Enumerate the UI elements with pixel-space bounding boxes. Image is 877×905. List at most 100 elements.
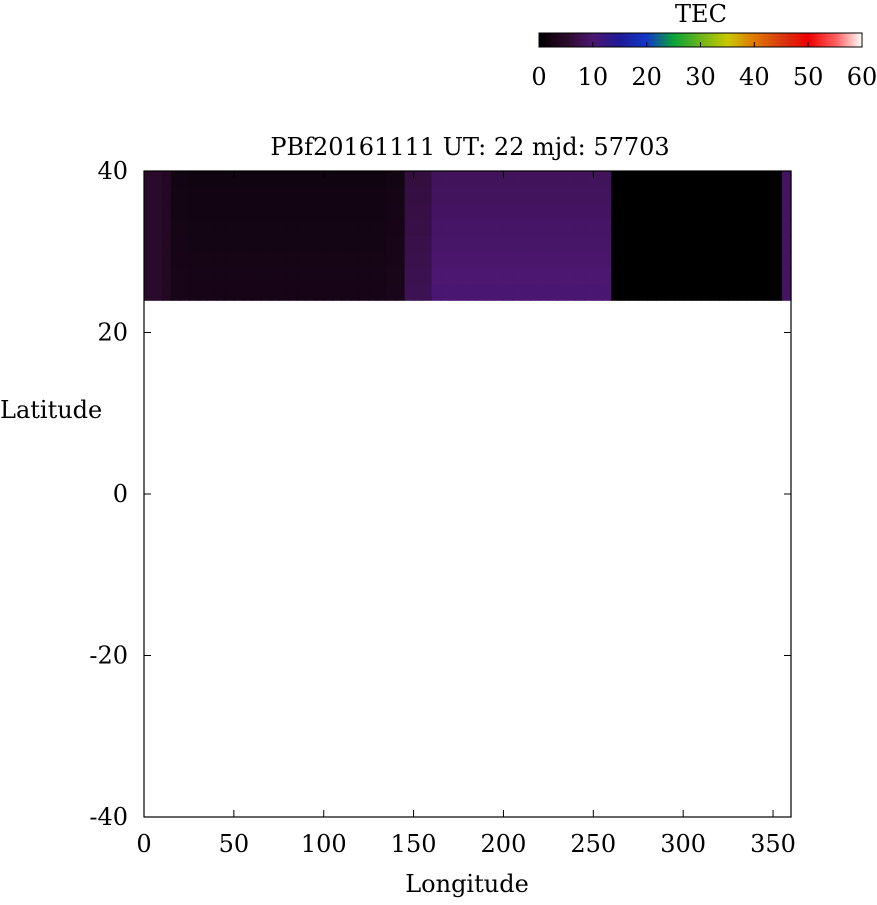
heatmap-cell bbox=[215, 251, 226, 269]
heatmap-cell bbox=[224, 171, 235, 188]
heatmap-cell bbox=[728, 251, 738, 269]
heatmap-cell bbox=[152, 251, 163, 269]
heatmap-cell bbox=[773, 203, 783, 221]
heatmap-cell bbox=[719, 203, 729, 221]
heatmap-cell bbox=[251, 219, 262, 237]
heatmap-cell bbox=[314, 219, 325, 237]
heatmap-cell bbox=[359, 284, 370, 301]
heatmap-cell bbox=[197, 251, 208, 269]
heatmap-cell bbox=[782, 251, 792, 269]
y-tick-label: -20 bbox=[89, 642, 128, 670]
heatmap-cell bbox=[773, 267, 783, 285]
heatmap-cell bbox=[566, 267, 576, 285]
heatmap-cell bbox=[341, 251, 352, 269]
heatmap-cell bbox=[683, 171, 693, 188]
heatmap-cell bbox=[656, 251, 666, 269]
heatmap-cell bbox=[548, 251, 558, 269]
heatmap-cell bbox=[413, 187, 424, 204]
heatmap-cell bbox=[539, 284, 549, 301]
heatmap-cell bbox=[305, 203, 316, 221]
heatmap-cell bbox=[611, 171, 621, 188]
heatmap-cell bbox=[674, 267, 684, 285]
heatmap-cell bbox=[755, 171, 765, 188]
heatmap-cell bbox=[494, 235, 505, 253]
heatmap-cell bbox=[296, 171, 307, 188]
heatmap-cell bbox=[557, 284, 567, 301]
heatmap-cell bbox=[620, 203, 630, 221]
heatmap-cell bbox=[287, 203, 298, 221]
heatmap-cell bbox=[269, 284, 280, 301]
heatmap-cell bbox=[350, 203, 361, 221]
heatmap-cell bbox=[494, 171, 505, 188]
heatmap-cell bbox=[638, 284, 648, 301]
heatmap-cell bbox=[782, 171, 792, 188]
heatmap-cell bbox=[764, 284, 774, 301]
heatmap-cell bbox=[701, 219, 711, 237]
heatmap-cell bbox=[233, 203, 244, 221]
heatmap-cell bbox=[332, 284, 343, 301]
heatmap-cell bbox=[611, 219, 621, 237]
heatmap-cell bbox=[755, 203, 765, 221]
heatmap-cell bbox=[251, 267, 262, 285]
heatmap-cell bbox=[665, 235, 675, 253]
heatmap-cell bbox=[269, 171, 280, 188]
heatmap-cell bbox=[341, 219, 352, 237]
heatmap-cell bbox=[413, 219, 424, 237]
heatmap-cell bbox=[728, 235, 738, 253]
heatmap-cell bbox=[566, 203, 576, 221]
heatmap-cell bbox=[431, 171, 442, 188]
heatmap-cell bbox=[161, 251, 172, 269]
heatmap-cell bbox=[224, 219, 235, 237]
heatmap-cell bbox=[314, 284, 325, 301]
heatmap-cell bbox=[215, 219, 226, 237]
heatmap-cell bbox=[476, 203, 487, 221]
heatmap-cell bbox=[404, 284, 415, 301]
heatmap-cell bbox=[260, 219, 271, 237]
heatmap-cell bbox=[404, 187, 415, 204]
heatmap-cell bbox=[251, 251, 262, 269]
heatmap-cell bbox=[467, 267, 478, 285]
heatmap-cell bbox=[341, 267, 352, 285]
heatmap-cell bbox=[512, 171, 523, 188]
heatmap-cell bbox=[503, 251, 514, 269]
heatmap-cell bbox=[341, 235, 352, 253]
heatmap-cell bbox=[764, 171, 774, 188]
heatmap-cell bbox=[323, 284, 334, 301]
heatmap-cell bbox=[287, 284, 298, 301]
heatmap-cell bbox=[494, 284, 505, 301]
heatmap-cell bbox=[188, 203, 199, 221]
heatmap-cell bbox=[476, 251, 487, 269]
heatmap-cell bbox=[170, 187, 181, 204]
heatmap-cell bbox=[530, 251, 540, 269]
heatmap-cell bbox=[503, 219, 514, 237]
heatmap-cell bbox=[674, 171, 684, 188]
heatmap-cell bbox=[584, 187, 594, 204]
heatmap-cell bbox=[620, 171, 630, 188]
heatmap-cell bbox=[386, 251, 397, 269]
heatmap-cell bbox=[269, 267, 280, 285]
heatmap-cell bbox=[728, 267, 738, 285]
heatmap-cell bbox=[413, 235, 424, 253]
heatmap-cell bbox=[503, 284, 514, 301]
heatmap-cell bbox=[377, 219, 388, 237]
heatmap-cell bbox=[620, 235, 630, 253]
heatmap-cell bbox=[242, 284, 253, 301]
heatmap-cell bbox=[476, 267, 487, 285]
heatmap-cell bbox=[144, 267, 154, 285]
heatmap-cell bbox=[296, 203, 307, 221]
colorbar-ticks: 0 10 20 30 40 50 60 bbox=[531, 42, 877, 91]
heatmap-cell bbox=[404, 171, 415, 188]
heatmap-cell bbox=[368, 267, 379, 285]
y-tick-label: -40 bbox=[89, 803, 128, 831]
heatmap-cell bbox=[638, 219, 648, 237]
heatmap-cell bbox=[674, 235, 684, 253]
heatmap-cell bbox=[368, 203, 379, 221]
heatmap-cell bbox=[431, 267, 442, 285]
heatmap-cell bbox=[179, 251, 190, 269]
heatmap-cell bbox=[179, 219, 190, 237]
heatmap-cell bbox=[521, 187, 532, 204]
x-tick-label: 200 bbox=[481, 830, 527, 858]
heatmap-cell bbox=[647, 267, 657, 285]
heatmap-cell bbox=[683, 219, 693, 237]
y-tick-label: 20 bbox=[97, 319, 128, 347]
